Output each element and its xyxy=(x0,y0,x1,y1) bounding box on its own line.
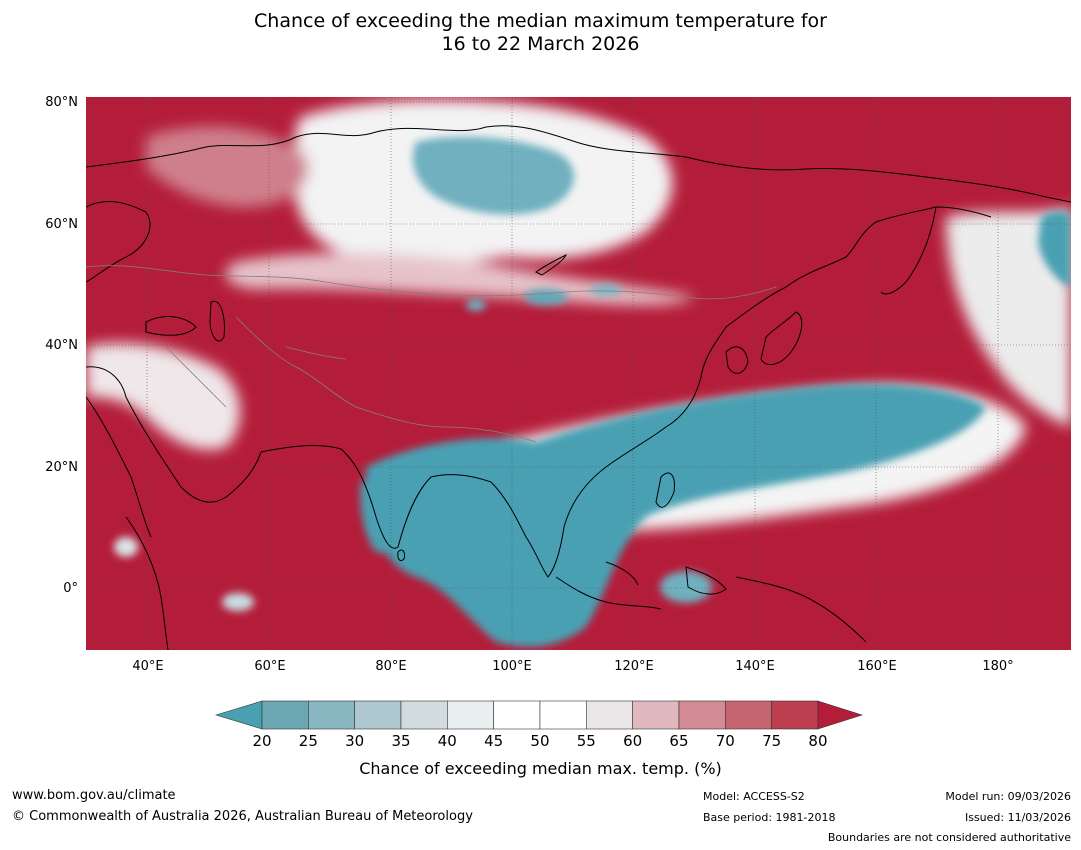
lat-label-20n: 20°N xyxy=(45,460,78,475)
graticule xyxy=(86,97,1071,650)
colorbar-cell xyxy=(354,700,402,730)
colorbar-tick-label: 55 xyxy=(576,732,596,750)
colorbar-tick-label: 25 xyxy=(298,732,318,750)
map-title: Chance of exceeding the median maximum t… xyxy=(0,10,1081,56)
issued-text: Issued: 11/03/2026 xyxy=(964,811,1071,824)
copyright-text: © Commonwealth of Australia 2026, Austra… xyxy=(12,809,473,824)
base-period-text: Base period: 1981-2018 xyxy=(703,811,836,824)
low-probability-zones xyxy=(114,136,1071,647)
colorbar-tick-label: 50 xyxy=(530,732,550,750)
colorbar-tick-label: 65 xyxy=(669,732,689,750)
colorbar-tick-label: 30 xyxy=(345,732,365,750)
website-link[interactable]: www.bom.gov.au/climate xyxy=(12,788,176,803)
colorbar-cell xyxy=(724,700,772,730)
temperature-map xyxy=(86,97,1071,650)
colorbar-cell xyxy=(632,700,680,730)
lon-label-160e: 160°E xyxy=(857,659,897,674)
colorbar-extend-high xyxy=(817,700,863,730)
lat-label-40n: 40°N xyxy=(45,338,78,353)
lon-label-60e: 60°E xyxy=(254,659,286,674)
model-text: Model: ACCESS-S2 xyxy=(703,790,805,803)
colorbar-cell xyxy=(539,700,587,730)
colorbar-cell xyxy=(400,700,448,730)
colorbar-label: Chance of exceeding median max. temp. (%… xyxy=(359,759,722,778)
map-title-line1: Chance of exceeding the median maximum t… xyxy=(254,10,827,32)
lon-label-100e: 100°E xyxy=(492,659,532,674)
colorbar-cell xyxy=(308,700,355,730)
disclaimer-text: Boundaries are not considered authoritat… xyxy=(827,831,1071,844)
colorbar-cell xyxy=(493,700,541,730)
lon-label-40e: 40°E xyxy=(132,659,164,674)
colorbar-cell xyxy=(447,700,494,730)
lon-label-120e: 120°E xyxy=(614,659,654,674)
lat-label-0: 0° xyxy=(63,581,78,596)
colorbar-tick-label: 45 xyxy=(484,732,504,750)
coastlines xyxy=(86,125,1071,650)
colorbar-tick-label: 20 xyxy=(252,732,272,750)
colorbar-cell xyxy=(586,700,633,730)
colorbar-cell xyxy=(771,700,819,730)
country-borders xyxy=(86,265,777,443)
lon-label-80e: 80°E xyxy=(375,659,407,674)
colorbar-cell xyxy=(261,700,309,730)
map-title-line2: 16 to 22 March 2026 xyxy=(441,33,640,55)
colorbar-tick-label: 60 xyxy=(623,732,643,750)
colorbar-tick-label: 80 xyxy=(808,732,828,750)
model-run-text: Model run: 09/03/2026 xyxy=(945,790,1071,803)
colorbar-cell xyxy=(678,700,726,730)
colorbar-cells xyxy=(214,700,863,730)
colorbar-tick-label: 75 xyxy=(762,732,782,750)
map-canvas xyxy=(86,97,1071,650)
lat-label-80n: 80°N xyxy=(45,95,78,110)
colorbar-tick-label: 70 xyxy=(715,732,735,750)
lon-label-140e: 140°E xyxy=(735,659,775,674)
lon-label-180: 180° xyxy=(982,659,1014,674)
colorbar-tick-label: 35 xyxy=(391,732,411,750)
lat-label-60n: 60°N xyxy=(45,217,78,232)
colorbar-extend-low xyxy=(214,700,263,730)
colorbar-tick-label: 40 xyxy=(437,732,457,750)
colorbar xyxy=(214,700,863,730)
